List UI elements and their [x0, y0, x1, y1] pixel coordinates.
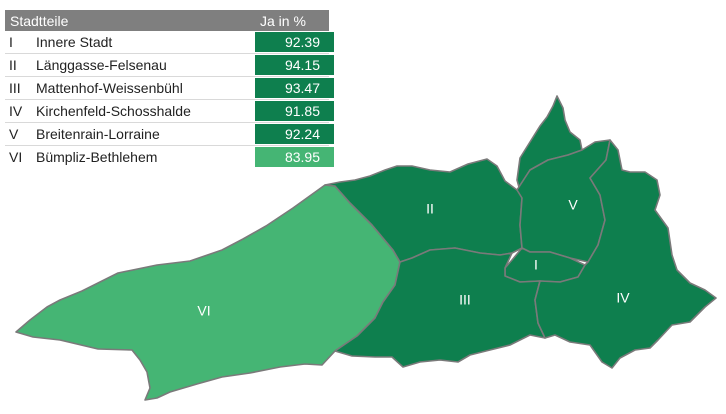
legend-row-iv: IV Kirchenfeld-Schosshalde 91.85 — [5, 100, 334, 123]
label-vi: VI — [197, 303, 210, 319]
legend-row-ii: II Länggasse-Felsenau 94.15 — [5, 54, 334, 77]
district-iii[interactable] — [334, 247, 546, 368]
row-name: Breitenrain-Lorraine — [36, 126, 160, 142]
label-iii: III — [459, 292, 471, 308]
row-value: 93.47 — [255, 78, 334, 98]
label-ii: II — [426, 201, 434, 217]
row-name: Kirchenfeld-Schosshalde — [36, 103, 191, 119]
district-legend-table: Stadtteile Ja in % I Innere Stadt 92.39 … — [5, 10, 334, 168]
legend-header: Stadtteile Ja in % — [5, 10, 329, 31]
legend-row-iii: III Mattenhof-Weissenbühl 93.47 — [5, 77, 334, 100]
district-vi[interactable] — [15, 184, 401, 401]
row-value: 83.95 — [255, 147, 334, 167]
row-value: 92.39 — [255, 32, 334, 52]
label-iv: IV — [616, 290, 630, 306]
header-value-label: Ja in % — [260, 12, 306, 29]
row-roman: II — [9, 57, 17, 73]
row-roman: VI — [9, 149, 23, 165]
row-roman: V — [9, 126, 19, 142]
row-value: 92.24 — [255, 124, 334, 144]
row-name: Länggasse-Felsenau — [36, 57, 167, 73]
row-value: 94.15 — [255, 55, 334, 75]
legend-row-i: I Innere Stadt 92.39 — [5, 31, 334, 54]
legend-row-v: V Breitenrain-Lorraine 92.24 — [5, 123, 334, 146]
district-iv[interactable] — [534, 139, 717, 369]
row-roman: IV — [9, 103, 23, 119]
label-v: V — [568, 197, 578, 213]
row-name: Bümpliz-Bethlehem — [36, 149, 158, 165]
row-value: 91.85 — [255, 101, 334, 121]
row-name: Innere Stadt — [36, 34, 113, 50]
label-i: I — [534, 257, 538, 273]
legend-row-vi: VI Bümpliz-Bethlehem 83.95 — [5, 146, 334, 168]
row-roman: III — [9, 80, 21, 96]
row-roman: I — [9, 34, 13, 50]
row-name: Mattenhof-Weissenbühl — [36, 80, 183, 96]
header-district-label: Stadtteile — [10, 12, 69, 29]
